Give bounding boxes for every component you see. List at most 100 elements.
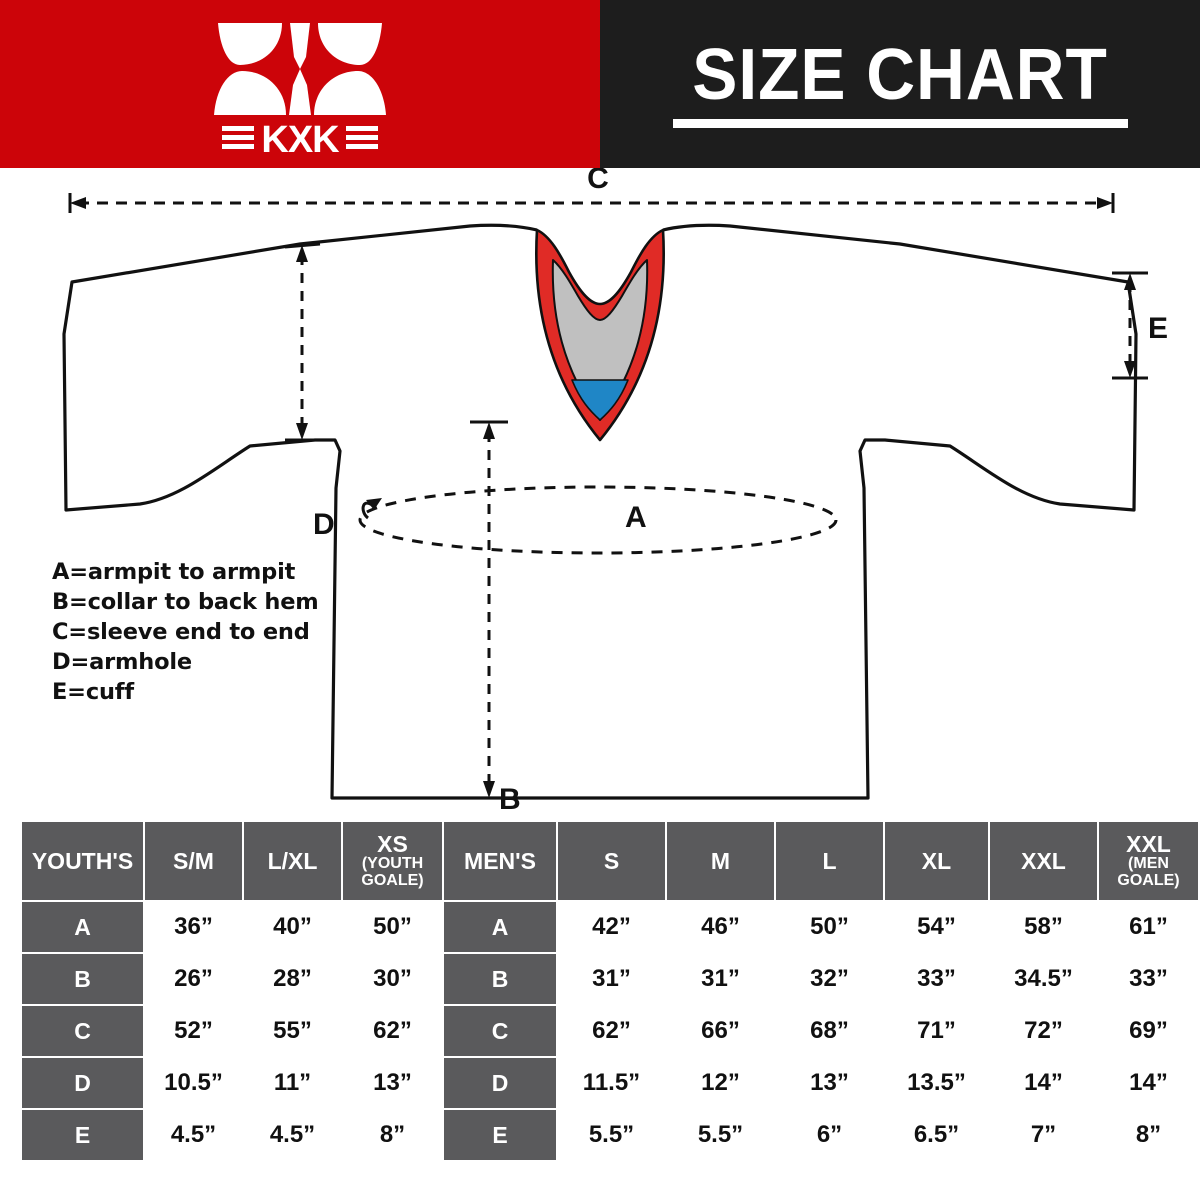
row-label-men: B — [444, 954, 556, 1004]
legend-item-e: E=cuff — [52, 678, 134, 705]
dimension-c — [68, 193, 1115, 213]
title-panel: SIZE CHART — [600, 0, 1200, 168]
measurement-cell: 68” — [776, 1006, 883, 1056]
measurement-cell: 36” — [145, 902, 242, 952]
row-label-men: E — [444, 1110, 556, 1160]
row-label-men: C — [444, 1006, 556, 1056]
table-row: A 36” 40” 50” A 42” 46” 50” 54” 58” 61” — [22, 902, 1198, 952]
measurement-cell: 7” — [990, 1110, 1097, 1160]
measurement-cell: 13.5” — [885, 1058, 988, 1108]
table-header-cell: XS (YOUTH GOALE) — [343, 822, 442, 900]
table-header-label: L/XL — [267, 847, 318, 874]
table-header-cell: M — [667, 822, 774, 900]
measurement-cell: 4.5” — [145, 1110, 242, 1160]
measurement-cell: 62” — [343, 1006, 442, 1056]
table-row: C 52” 55” 62” C 62” 66” 68” 71” 72” 69” — [22, 1006, 1198, 1056]
collar-bottom-accent — [571, 379, 629, 421]
measurement-cell: 6.5” — [885, 1110, 988, 1160]
table-header-cell: L/XL — [244, 822, 341, 900]
measurement-cell: 50” — [776, 902, 883, 952]
measurement-cell: 14” — [1099, 1058, 1198, 1108]
measurement-cell: 72” — [990, 1006, 1097, 1056]
measurement-cell: 55” — [244, 1006, 341, 1056]
table-header-cell: S/M — [145, 822, 242, 900]
size-table: YOUTH'S S/M L/XL XS (YOUTH GOALE) MEN'S S M L XL X… — [20, 820, 1200, 1162]
measurement-cell: 54” — [885, 902, 988, 952]
table-header-sublabel: (YOUTH GOALE) — [361, 855, 424, 890]
table-header-label: M — [710, 847, 731, 874]
table-header-row: YOUTH'S S/M L/XL XS (YOUTH GOALE) MEN'S S M L XL X… — [22, 822, 1198, 900]
row-label-men: A — [444, 902, 556, 952]
table-header-cell: XL — [885, 822, 988, 900]
measurement-cell: 31” — [667, 954, 774, 1004]
row-label-men: D — [444, 1058, 556, 1108]
table-header-label: YOUTH'S — [31, 847, 134, 874]
table-header-label: XXL — [1021, 847, 1066, 874]
table-header-label: S — [603, 847, 620, 874]
row-label-youth: B — [22, 954, 143, 1004]
legend-item-b: B=collar to back hem — [52, 588, 319, 615]
measurement-cell: 66” — [667, 1006, 774, 1056]
measurement-cell: 40” — [244, 902, 341, 952]
table-header-cell: S — [558, 822, 665, 900]
table-header-label: S/M — [173, 847, 214, 874]
measurement-cell: 46” — [667, 902, 774, 952]
measurement-cell: 62” — [558, 1006, 665, 1056]
legend-item-a: A=armpit to armpit — [52, 559, 296, 585]
jersey-diagram: D B A E C A=armpi — [0, 168, 1200, 818]
measurement-legend: A=armpit to armpit B=collar to back hem … — [52, 558, 319, 708]
table-header-label: L — [822, 847, 837, 874]
measurement-cell: 10.5” — [145, 1058, 242, 1108]
measurement-cell: 33” — [885, 954, 988, 1004]
measurement-cell: 26” — [145, 954, 242, 1004]
table-header-label: MEN'S — [464, 847, 536, 874]
row-label-youth: C — [22, 1006, 143, 1056]
dimension-e: E — [1112, 271, 1168, 380]
measurement-cell: 34.5” — [990, 954, 1097, 1004]
measurement-cell: 69” — [1099, 1006, 1198, 1056]
measurement-cell: 33” — [1099, 954, 1198, 1004]
measurement-cell: 14” — [990, 1058, 1097, 1108]
measurement-cell: 11.5” — [558, 1058, 665, 1108]
page-title: SIZE CHART — [692, 35, 1108, 116]
kxk-butterfly-logo-icon: KXK — [214, 23, 386, 159]
measurement-cell: 13” — [343, 1058, 442, 1108]
title-underline — [672, 118, 1128, 128]
dimension-e-label: E — [1148, 312, 1168, 345]
table-row: E 4.5” 4.5” 8” E 5.5” 5.5” 6” 6.5” 7” 8” — [22, 1110, 1198, 1160]
page-header: KXK SIZE CHART — [0, 0, 1200, 168]
measurement-cell: 71” — [885, 1006, 988, 1056]
table-header-label: XL — [921, 847, 952, 874]
legend-item-d: D=armhole — [52, 648, 192, 675]
measurement-cell: 61” — [1099, 902, 1198, 952]
table-header-label: XXL — [1126, 831, 1171, 858]
measurement-cell: 52” — [145, 1006, 242, 1056]
table-row: D 10.5” 11” 13” D 11.5” 12” 13” 13.5” 14” 14” — [22, 1058, 1198, 1108]
measurement-cell: 8” — [343, 1110, 442, 1160]
row-label-youth: E — [22, 1110, 143, 1160]
measurement-cell: 30” — [343, 954, 442, 1004]
jersey-measurement-svg: D B A E C — [62, 168, 1168, 816]
measurement-cell: 8” — [1099, 1110, 1198, 1160]
measurement-cell: 28” — [244, 954, 341, 1004]
svg-text:KXK: KXK — [261, 119, 340, 159]
table-header-cell: XXL — [990, 822, 1097, 900]
measurement-cell: 50” — [343, 902, 442, 952]
dimension-d: D — [284, 242, 335, 541]
measurement-cell: 58” — [990, 902, 1097, 952]
measurement-cell: 31” — [558, 954, 665, 1004]
measurement-cell: 42” — [558, 902, 665, 952]
table-header-cell: YOUTH'S — [22, 822, 143, 900]
dimension-d-label: D — [313, 508, 335, 541]
table-header-label: XS — [377, 831, 408, 858]
measurement-cell: 32” — [776, 954, 883, 1004]
dimension-c-label: C — [587, 168, 609, 195]
brand-panel: KXK — [0, 0, 600, 168]
legend-item-c: C=sleeve end to end — [52, 618, 310, 645]
size-table-container: YOUTH'S S/M L/XL XS (YOUTH GOALE) MEN'S S M L XL X… — [20, 820, 1198, 1162]
table-header-cell: MEN'S — [444, 822, 556, 900]
dimension-b-label: B — [499, 783, 521, 816]
measurement-cell: 6” — [776, 1110, 883, 1160]
measurement-cell: 12” — [667, 1058, 774, 1108]
table-header-sublabel: (MEN GOALE) — [1117, 855, 1180, 890]
